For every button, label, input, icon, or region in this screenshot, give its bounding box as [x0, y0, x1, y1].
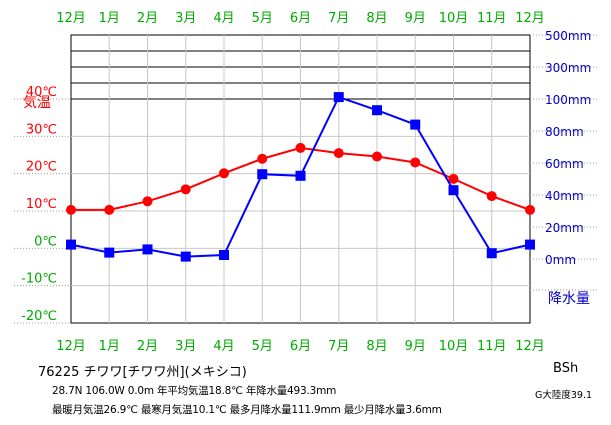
wettest-month-precip: 最多月降水量111.9mm: [229, 404, 341, 416]
month-label-bottom: 6月: [290, 339, 311, 354]
precipitation-point: [142, 244, 153, 255]
temp-tick-label: 20℃: [26, 160, 57, 175]
temperature-point: [104, 204, 115, 215]
climate-code: BSh: [553, 361, 579, 376]
month-label-top: 1月: [99, 11, 120, 26]
annual-precip: 年降水量493.3mm: [245, 385, 337, 397]
temp-tick-label: 10℃: [26, 197, 57, 212]
month-label-bottom: 12月: [56, 339, 86, 354]
month-label-top: 5月: [252, 11, 273, 26]
precipitation-point: [410, 119, 421, 130]
temperature-point: [525, 204, 535, 215]
precipitation-point: [295, 170, 306, 181]
temperature-point: [219, 168, 229, 179]
month-label-bottom: 2月: [137, 339, 158, 354]
month-label-bottom: 11月: [477, 339, 507, 354]
month-label-bottom: 7月: [328, 339, 349, 354]
station-coords: 28.7N 106.0W 0.0m: [52, 385, 154, 397]
station-title: 76225 チワワ[チワワ州](メキシコ): [38, 365, 247, 380]
precip-tick-label: 80mm: [545, 125, 584, 139]
temperature-point: [66, 204, 76, 215]
precipitation-point: [333, 92, 344, 103]
precip-axis-title: 降水量: [548, 291, 590, 307]
precip-tick-label: 60mm: [545, 157, 584, 171]
annual-mean-temp: 年平均気温18.8℃: [157, 385, 243, 397]
coldest-month-temp: 最寒月気温10.1℃: [140, 404, 227, 416]
precip-tick-label: 0mm: [545, 253, 576, 267]
temp-axis-title: 気温: [23, 95, 51, 111]
precipitation-point: [372, 105, 382, 116]
precipitation-point: [257, 169, 268, 180]
temp-tick-label: 30℃: [26, 122, 57, 137]
precip-tick-label: 100mm: [545, 93, 591, 107]
driest-month-precip: 最少月降水量3.6mm: [343, 404, 442, 416]
month-label-top: 4月: [213, 11, 234, 26]
temperature-point: [486, 191, 497, 202]
precipitation-point: [104, 247, 115, 258]
temperature-point: [257, 153, 268, 164]
month-label-top: 12月: [56, 11, 86, 26]
month-label-bottom: 8月: [366, 339, 387, 354]
station-extremes: 最暖月気温26.9℃ 最寒月気温10.1℃ 最多月降水量111.9mm 最少月降…: [52, 402, 442, 417]
month-label-bottom: 5月: [252, 339, 273, 354]
precip-tick-label: 40mm: [545, 189, 584, 203]
temperature-point: [448, 173, 459, 184]
temp-tick-label: 40℃: [26, 85, 57, 100]
precipitation-point: [448, 185, 459, 196]
month-label-top: 3月: [175, 11, 196, 26]
temp-tick-label: 0℃: [34, 234, 57, 249]
month-label-bottom: 10月: [439, 339, 469, 354]
month-label-bottom: 1月: [99, 339, 120, 354]
temp-tick-label: -20℃: [21, 309, 57, 324]
month-label-top: 6月: [290, 11, 311, 26]
month-label-top: 10月: [439, 11, 469, 26]
continentality-index: G大陸度39.1: [535, 390, 593, 401]
temperature-point: [333, 148, 344, 159]
month-label-top: 2月: [137, 11, 158, 26]
station-summary: 28.7N 106.0W 0.0m 年平均気温18.8℃ 年降水量493.3mm: [52, 383, 336, 398]
month-label-bottom: 4月: [213, 339, 234, 354]
month-label-bottom: 9月: [405, 339, 426, 354]
temp-tick-label: -10℃: [21, 272, 57, 287]
month-label-top: 7月: [328, 11, 349, 26]
precipitation-point: [180, 251, 191, 262]
precipitation-point: [486, 248, 497, 259]
precip-tick-label: 20mm: [545, 221, 584, 235]
temperature-point: [410, 157, 421, 168]
warmest-month-temp: 最暖月気温26.9℃: [52, 404, 138, 416]
temperature-point: [372, 151, 382, 162]
temperature-point: [180, 184, 191, 195]
month-label-bottom: 12月: [515, 339, 545, 354]
temperature-point: [295, 142, 306, 153]
month-label-bottom: 3月: [175, 339, 196, 354]
precipitation-point: [219, 250, 229, 260]
precip-tick-label: 300mm: [545, 61, 591, 75]
month-label-top: 9月: [405, 11, 426, 26]
precip-tick-label: 500mm: [545, 29, 591, 43]
month-label-top: 8月: [366, 11, 387, 26]
precipitation-point: [525, 239, 535, 250]
temperature-point: [142, 196, 153, 207]
precipitation-point: [66, 239, 76, 250]
month-label-top: 11月: [477, 11, 507, 26]
month-label-top: 12月: [515, 11, 545, 26]
